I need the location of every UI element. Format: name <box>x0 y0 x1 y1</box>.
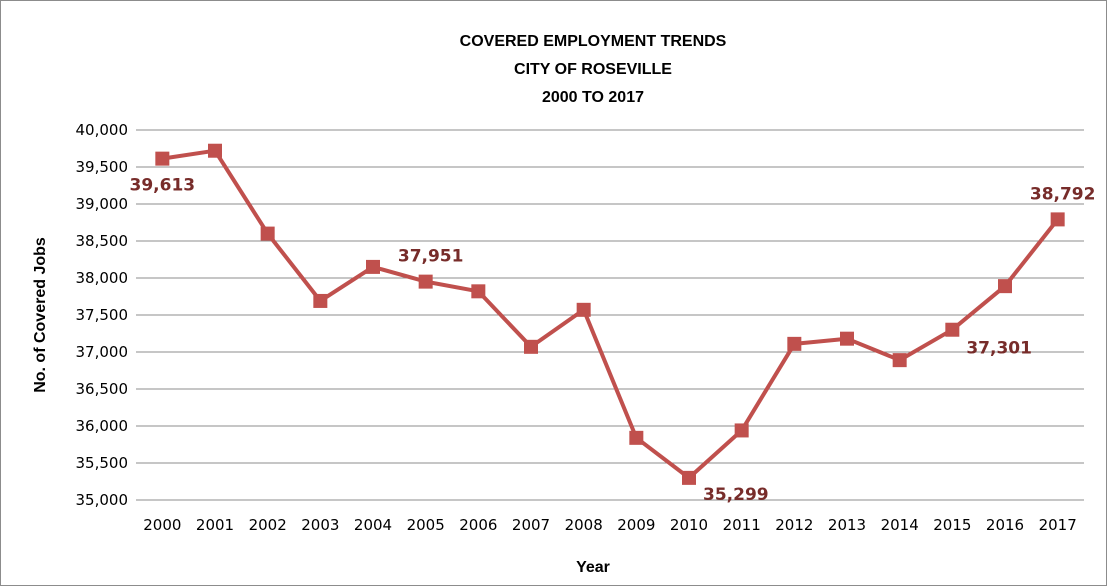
data-point <box>208 143 222 158</box>
x-tick-label: 2016 <box>986 516 1024 534</box>
data-point <box>892 353 907 368</box>
y-tick-label: 38,000 <box>76 269 129 287</box>
data-point <box>471 284 486 299</box>
x-tick-label: 2003 <box>301 516 339 534</box>
data-point <box>998 279 1012 294</box>
chart-title: COVERED EMPLOYMENT TRENDS CITY OF ROSEVI… <box>460 33 727 106</box>
gridlines <box>136 129 1084 501</box>
x-tick-label: 2010 <box>670 516 708 534</box>
data-point <box>313 293 328 308</box>
data-point <box>366 259 380 274</box>
x-tick-label: 2011 <box>723 516 761 534</box>
y-axis-ticks: 35,000 35,500 36,000 36,500 37,000 37,500 38,0… <box>76 121 129 509</box>
data-point <box>682 470 696 485</box>
series-group <box>155 143 1065 485</box>
data-point <box>418 274 433 289</box>
data-point <box>155 151 170 166</box>
series-line <box>162 148 1060 480</box>
x-tick-label: 2008 <box>565 516 603 534</box>
data-label: 37,951 <box>398 247 464 267</box>
x-axis-ticks: 2000 2001 2002 2003 2004 2005 2006 2007 2008 2009… <box>143 516 1077 534</box>
x-tick-label: 2015 <box>933 516 971 534</box>
y-tick-label: 35,500 <box>76 454 129 472</box>
chart-title-line-3: 2000 TO 2017 <box>542 89 644 106</box>
data-label: 39,613 <box>130 176 196 196</box>
y-axis-title: No. of Covered Jobs <box>32 237 49 393</box>
x-tick-label: 2017 <box>1039 516 1077 534</box>
data-point <box>840 331 854 346</box>
y-tick-label: 36,500 <box>76 380 129 398</box>
x-axis-title: Year <box>576 559 610 576</box>
x-tick-label: 2006 <box>459 516 497 534</box>
x-tick-label: 2013 <box>828 516 866 534</box>
y-tick-label: 39,500 <box>76 158 129 176</box>
chart-title-line-1: COVERED EMPLOYMENT TRENDS <box>460 33 727 50</box>
x-tick-label: 2002 <box>249 516 287 534</box>
x-tick-label: 2001 <box>196 516 234 534</box>
y-tick-label: 39,000 <box>76 195 129 213</box>
data-point <box>1050 212 1065 227</box>
data-point <box>787 336 802 351</box>
data-label: 35,299 <box>703 485 769 505</box>
data-label: 38,792 <box>1030 184 1096 204</box>
y-tick-label: 40,000 <box>76 121 129 139</box>
x-tick-label: 2012 <box>775 516 813 534</box>
y-tick-label: 35,000 <box>76 491 129 509</box>
y-tick-label: 36,000 <box>76 417 129 435</box>
y-tick-label: 37,000 <box>76 343 129 361</box>
data-point <box>629 430 644 445</box>
y-tick-label: 37,500 <box>76 306 129 324</box>
data-label: 37,301 <box>966 339 1032 359</box>
y-tick-label: 38,500 <box>76 232 129 250</box>
data-labels: 39,613 37,951 35,299 37,301 38,792 <box>130 176 1096 505</box>
chart-title-line-2: CITY OF ROSEVILLE <box>514 61 672 78</box>
data-point <box>576 302 591 317</box>
data-point <box>734 423 749 438</box>
x-tick-label: 2005 <box>407 516 445 534</box>
x-tick-label: 2014 <box>881 516 919 534</box>
x-tick-label: 2009 <box>617 516 655 534</box>
data-point <box>524 339 538 354</box>
x-tick-label: 2004 <box>354 516 392 534</box>
x-tick-label: 2000 <box>143 516 181 534</box>
data-point <box>260 226 275 241</box>
data-point <box>945 322 960 337</box>
x-tick-label: 2007 <box>512 516 550 534</box>
